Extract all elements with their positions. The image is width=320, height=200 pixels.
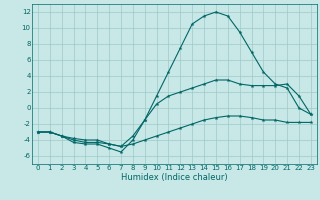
X-axis label: Humidex (Indice chaleur): Humidex (Indice chaleur): [121, 173, 228, 182]
